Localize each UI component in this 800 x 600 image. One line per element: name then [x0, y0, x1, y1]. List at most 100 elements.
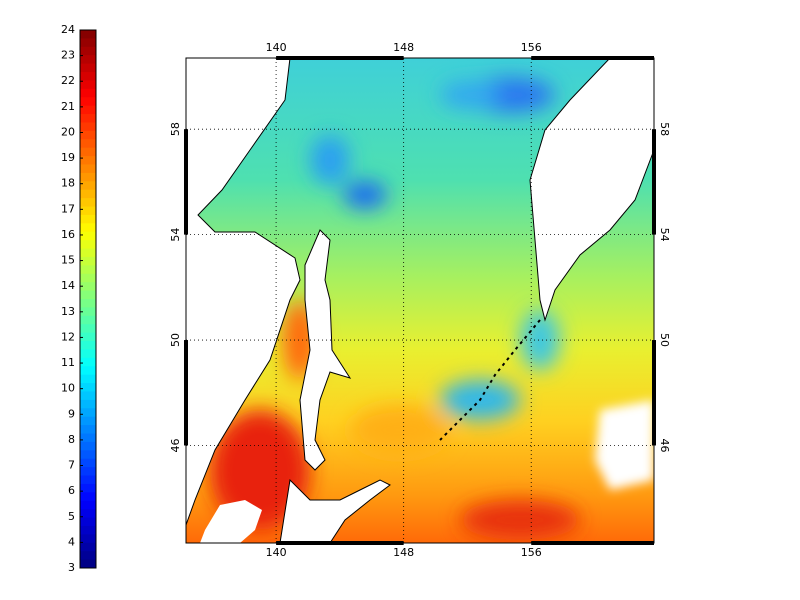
- colorbar-band: [80, 433, 96, 443]
- colorbar-band: [80, 46, 96, 56]
- colorbar-band: [80, 458, 96, 468]
- colorbar-band: [80, 164, 96, 174]
- colorbar-band: [80, 139, 96, 149]
- colorbar-band: [80, 357, 96, 367]
- colorbar-tick-label: 23: [61, 49, 75, 62]
- sakhalin: [299, 229, 352, 471]
- colorbar-band: [80, 248, 96, 258]
- colorbar-band: [80, 223, 96, 233]
- colorbar-band: [80, 332, 96, 342]
- colorbar-band: [80, 97, 96, 107]
- colorbar-band: [80, 534, 96, 544]
- colorbar-band: [80, 189, 96, 199]
- colorbar-band: [80, 72, 96, 81]
- lat-tick-label: 50: [169, 333, 182, 347]
- lat-tick-label: 50: [658, 333, 671, 347]
- colorbar-tick-label: 7: [68, 459, 75, 472]
- kuril-islands: [439, 319, 541, 441]
- colorbar-band: [80, 399, 96, 409]
- colorbar-tick-label: 6: [68, 484, 75, 497]
- map-frame: [185, 57, 655, 544]
- colorbar-band: [80, 172, 96, 182]
- colorbar-band: [80, 63, 96, 73]
- colorbar-band: [80, 315, 96, 325]
- colorbar-tick-label: 21: [61, 100, 75, 113]
- frame-bar: [652, 340, 656, 446]
- colorbar-tick-label: 12: [61, 330, 75, 343]
- lat-tick-label: 54: [169, 228, 182, 242]
- colorbar-tick-label: 20: [61, 125, 75, 138]
- colorbar-band: [80, 130, 96, 140]
- lat-tick-label: 58: [169, 122, 182, 136]
- colorbar-tick-label: 11: [61, 356, 75, 369]
- cloud-gap: [200, 500, 262, 543]
- colorbar-band: [80, 114, 96, 123]
- frame-bar: [652, 129, 656, 235]
- colorbar-band: [80, 256, 96, 266]
- colorbar-band: [80, 500, 96, 510]
- colorbar-band: [80, 231, 96, 241]
- colorbar-band: [80, 542, 96, 552]
- lon-tick-label: 140: [266, 41, 287, 54]
- colorbar-band: [80, 374, 96, 384]
- colorbar-band: [80, 425, 96, 434]
- colorbar-band: [80, 559, 96, 569]
- colorbar-band: [80, 214, 96, 224]
- colorbar-band: [80, 475, 96, 485]
- frame-bar: [276, 541, 404, 545]
- colorbar-band: [80, 483, 96, 493]
- cloud-gap: [595, 400, 654, 490]
- lon-tick-label: 156: [521, 41, 542, 54]
- colorbar-band: [80, 273, 96, 283]
- colorbar-band: [80, 307, 96, 317]
- colorbar-band: [80, 30, 96, 39]
- colorbar-tick-label: 14: [61, 279, 75, 292]
- colorbar-band: [80, 450, 96, 460]
- colorbar-band: [80, 349, 96, 359]
- colorbar-tick-label: 15: [61, 254, 75, 267]
- colorbar-band: [80, 517, 96, 527]
- sea-features: [210, 77, 580, 540]
- colorbar-band: [80, 55, 96, 65]
- colorbar-band: [80, 88, 96, 98]
- colorbar-band: [80, 383, 96, 392]
- colorbar-band: [80, 156, 96, 165]
- colorbar-band: [80, 198, 96, 208]
- colorbar-band: [80, 441, 96, 451]
- frame-bar: [184, 340, 188, 446]
- lat-tick-label: 54: [658, 228, 671, 242]
- map-body: [186, 58, 654, 543]
- frame-bar: [184, 129, 188, 235]
- colorbar-tick-label: 17: [61, 202, 75, 215]
- colorbar-band: [80, 551, 96, 561]
- colorbar-tick-label: 22: [61, 74, 75, 87]
- colorbar-band: [80, 467, 96, 477]
- colorbar-band: [80, 492, 96, 502]
- colorbar-tick-label: 19: [61, 151, 75, 164]
- colorbar-band: [80, 265, 96, 275]
- mainland: [186, 58, 301, 526]
- frame-bar: [276, 56, 404, 60]
- kamchatka: [529, 58, 654, 322]
- colorbar-tick-label: 16: [61, 228, 75, 241]
- colorbar-frame: [79, 29, 97, 569]
- colorbar-band: [80, 525, 96, 535]
- lon-tick-label: 156: [521, 546, 542, 559]
- colorbar-band: [80, 282, 96, 292]
- colorbar-tick-label: 24: [61, 23, 75, 36]
- colorbar-band: [80, 105, 96, 115]
- colorbar-tick-label: 18: [61, 177, 75, 190]
- frame-bar: [531, 56, 654, 60]
- lat-tick-label: 46: [169, 438, 182, 452]
- colorbar-band: [80, 299, 96, 308]
- colorbar-band: [80, 290, 96, 300]
- colorbar-band: [80, 416, 96, 426]
- colorbar-tick-label: 8: [68, 433, 75, 446]
- lat-tick-label: 58: [658, 122, 671, 136]
- lon-tick-label: 148: [393, 41, 414, 54]
- colorbar-band: [80, 324, 96, 334]
- colorbar-band: [80, 206, 96, 216]
- colorbar-tick-label: 13: [61, 305, 75, 318]
- colorbar-band: [80, 181, 96, 191]
